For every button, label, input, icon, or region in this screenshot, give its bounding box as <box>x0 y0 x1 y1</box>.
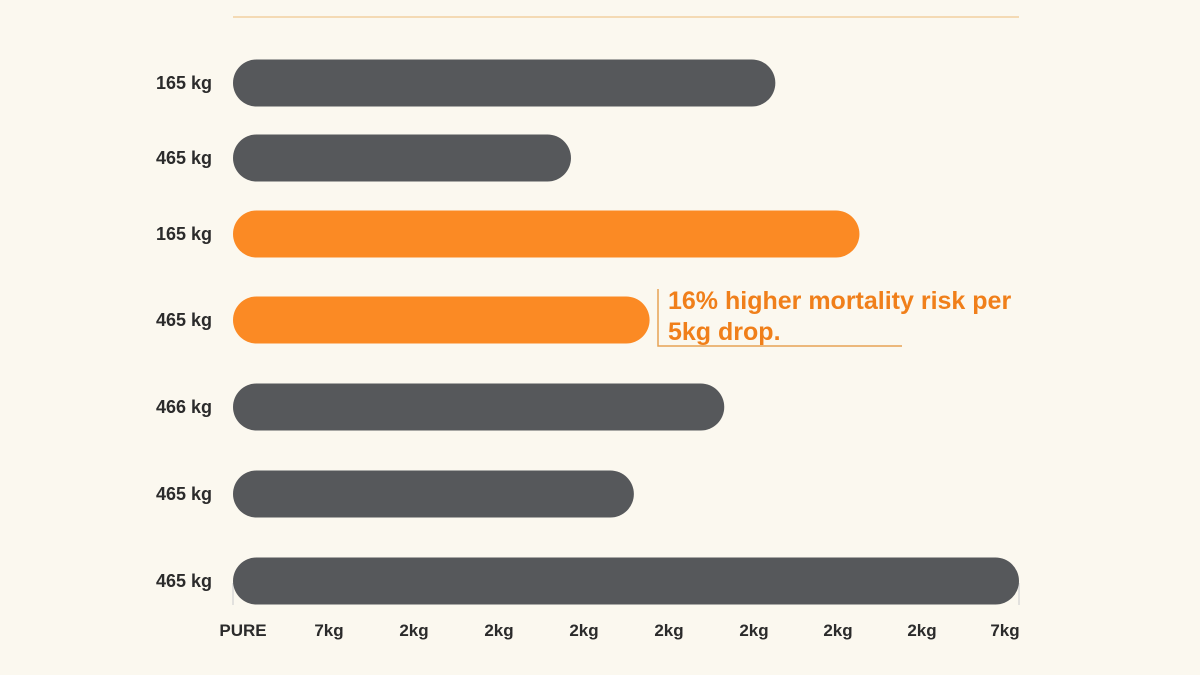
x-tick-label-3: 2kg <box>399 621 428 640</box>
category-label-6: 465 kg <box>156 484 212 504</box>
category-label-2: 465 kg <box>156 148 212 168</box>
bar-2 <box>233 134 571 182</box>
bar-4 <box>233 296 650 344</box>
x-tick-label-1: PURE <box>219 621 266 640</box>
x-tick-label-6: 2kg <box>654 621 683 640</box>
category-label-3: 165 kg <box>156 224 212 244</box>
category-label-7: 465 kg <box>156 571 212 591</box>
bar-3 <box>233 210 860 258</box>
x-tick-label-9: 2kg <box>907 621 936 640</box>
x-tick-label-4: 2kg <box>484 621 513 640</box>
category-label-5: 466 kg <box>156 397 212 417</box>
annotation-bracket <box>657 289 902 347</box>
category-label-1: 165 kg <box>156 73 212 93</box>
x-tick-label-7: 2kg <box>739 621 768 640</box>
axis-frame <box>232 583 1020 605</box>
bar-1 <box>233 59 776 107</box>
bar-5 <box>233 383 725 431</box>
category-labels: 165 kg 465 kg 165 kg 465 kg 466 kg 465 kg 465 … <box>156 73 212 591</box>
annotation: 16% higher mortality risk per 5kg drop. <box>657 287 1011 347</box>
bars-layer <box>233 59 1019 605</box>
bar-6 <box>233 470 634 518</box>
x-tick-label-2: 7kg <box>314 621 343 640</box>
x-tick-label-8: 2kg <box>823 621 852 640</box>
bar-7 <box>233 557 1019 605</box>
annotation-line-1: 16% higher mortality risk per <box>668 287 1011 315</box>
x-tick-label-10: 7kg <box>990 621 1019 640</box>
annotation-line-2: 5kg drop. <box>668 318 781 346</box>
category-label-4: 465 kg <box>156 310 212 330</box>
x-axis-ticks: PURE 7kg 2kg 2kg 2kg 2kg 2kg 2kg 2kg 7kg <box>219 621 1019 640</box>
x-tick-label-5: 2kg <box>569 621 598 640</box>
